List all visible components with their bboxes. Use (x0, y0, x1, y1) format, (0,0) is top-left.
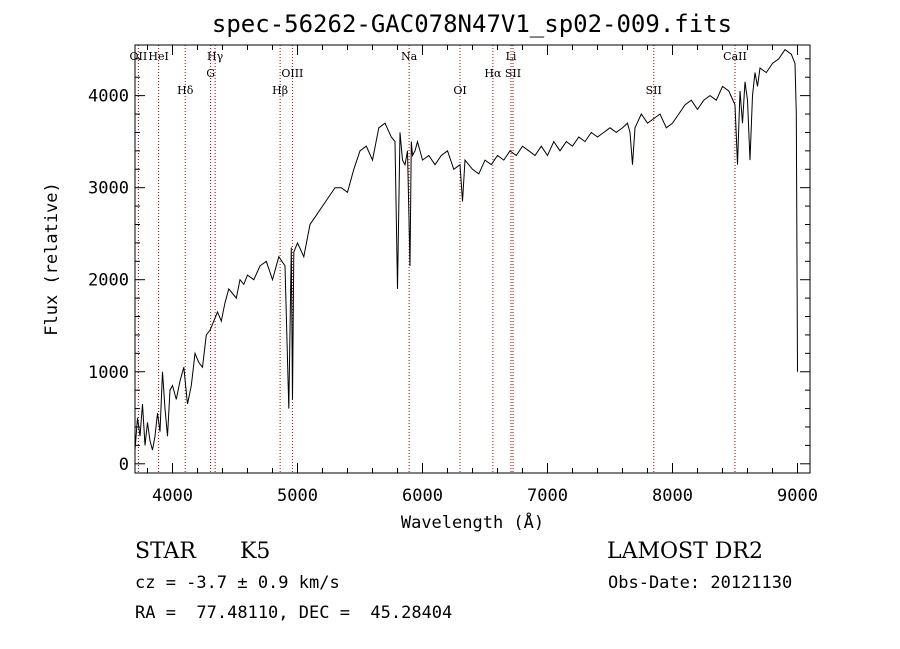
object-class: STAR (135, 539, 196, 564)
object-subclass: K5 (240, 539, 271, 564)
chart-title: spec-56262-GAC078N47V1_sp02-009.fits (211, 10, 733, 38)
plot-frame (134, 44, 811, 474)
x-tick-label-0: 4000 (152, 486, 193, 506)
line-label-3: Hγ (207, 50, 224, 63)
y-tick-label-0: 0 (119, 455, 129, 475)
x-axis-label: Wavelength (Å) (401, 511, 544, 533)
x-tick-label-2: 6000 (402, 486, 443, 506)
line-label-12: SII (646, 84, 662, 97)
redshift-value: cz = -3.7 ± 0.9 km/s (135, 573, 340, 593)
spectrum-series-0 (134, 48, 798, 451)
line-label-0: OII (130, 50, 148, 63)
x-tick-label-3: 7000 (527, 486, 568, 506)
y-tick-label-4: 4000 (88, 87, 129, 107)
line-label-6: OIII (281, 67, 303, 80)
y-tick-label-1: 1000 (88, 363, 129, 383)
survey-label: LAMOST DR2 (607, 539, 763, 564)
line-label-2: Hδ (177, 84, 194, 97)
coordinates: RA = 77.48110, DEC = 45.28404 (135, 603, 453, 623)
line-label-11: SII (505, 67, 521, 80)
line-label-10: Li (506, 50, 517, 63)
y-axis-label: Flux (relative) (42, 182, 62, 336)
line-label-8: OI (453, 84, 466, 97)
y-tick-label-3: 3000 (88, 179, 129, 199)
line-label-4: G (206, 67, 215, 80)
line-label-9: Hα (484, 67, 502, 80)
line-label-1: HeI (148, 50, 168, 63)
line-label-5: Hβ (272, 84, 288, 97)
line-label-7: Na (401, 50, 418, 63)
y-tick-label-2: 2000 (88, 271, 129, 291)
x-tick-label-5: 9000 (777, 486, 818, 506)
line-label-13: CaII (723, 50, 747, 63)
x-tick-label-4: 8000 (652, 486, 693, 506)
observation-date: Obs-Date: 20121130 (608, 573, 793, 593)
x-tick-label-1: 5000 (277, 486, 318, 506)
